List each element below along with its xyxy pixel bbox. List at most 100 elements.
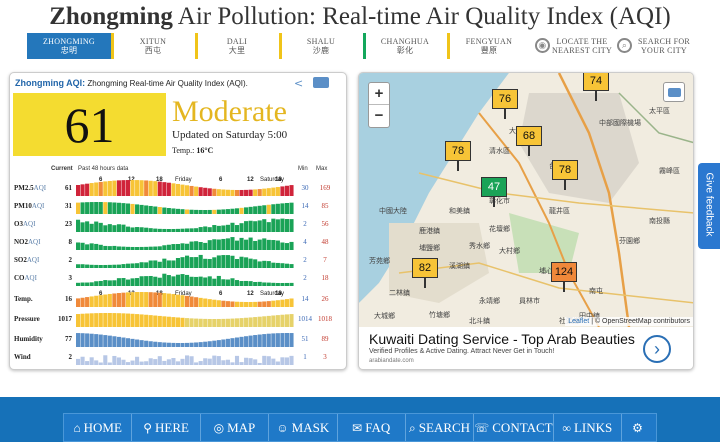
zoom-in-button[interactable]: + xyxy=(369,83,389,105)
city-tab-name: SHALU xyxy=(306,37,336,46)
row-sparkline xyxy=(76,292,294,307)
aqi-marker[interactable]: 47 xyxy=(481,177,507,207)
aqi-marker-value: 82 xyxy=(418,262,432,274)
advertisement[interactable]: Kuwaiti Dating Service - Top Arab Beauti… xyxy=(359,327,693,369)
row-suffix: AQI xyxy=(33,184,47,192)
row-name: CO xyxy=(14,274,25,282)
city-tab-stripe xyxy=(195,33,198,59)
aqi-status-label: Moderate xyxy=(172,95,287,128)
mask-icon: ☺ xyxy=(276,421,289,435)
map-place-label: 田中鎮 xyxy=(579,311,600,320)
nav-faq[interactable]: ✉ FAQ xyxy=(338,414,406,441)
row-sparkline xyxy=(76,202,294,214)
row-min-value: 4 xyxy=(303,238,307,246)
locate-nearest-button-line2: NEAREST CITY xyxy=(551,46,613,55)
ad-title[interactable]: Kuwaiti Dating Service - Top Arab Beauti… xyxy=(369,331,635,347)
city-tab-fengyuan[interactable]: FENGYUAN 豐原 xyxy=(447,33,531,59)
min-header: Min xyxy=(298,166,308,172)
row-suffix: AQI xyxy=(31,202,45,210)
row-name: SO2 xyxy=(14,256,27,264)
aqi-marker[interactable]: 76 xyxy=(492,89,518,119)
map-place-label: 清水區 xyxy=(489,146,510,155)
aqi-marker[interactable]: 82 xyxy=(412,258,438,288)
aqi-marker-value: 47 xyxy=(487,181,501,193)
map-place-label: 南投縣 xyxy=(649,216,670,225)
city-tab-changhua[interactable]: CHANGHUA 彰化 xyxy=(363,33,447,59)
city-tab-dali[interactable]: DALI 大里 xyxy=(195,33,279,59)
map-card[interactable]: 中部國際機場台中南投縣彰化市花壇鄉大村鄉員林市永靖鄉社頭鄉芬園鄉溪湖鎮二林鎮竹塘… xyxy=(358,72,694,370)
nav-here[interactable]: ⚲ HERE xyxy=(132,414,201,441)
share-icon[interactable]: < xyxy=(294,77,304,90)
map-icon: ◎ xyxy=(213,421,225,435)
row-name: O3 xyxy=(14,220,23,228)
row-so2: SO2AQI 2 2 7 xyxy=(10,252,346,268)
aqi-marker-value: 74 xyxy=(589,75,603,87)
city-tab-zhongming[interactable]: ZHONGMING 忠明 xyxy=(27,33,111,59)
time-tick: 6 xyxy=(219,177,223,183)
aqi-marker-value: 78 xyxy=(451,145,465,157)
zoom-out-button[interactable]: − xyxy=(374,107,384,124)
row-max-value: 56 xyxy=(321,220,329,228)
feedback-button[interactable]: Give feedback xyxy=(698,163,720,249)
aqi-marker[interactable]: 78 xyxy=(445,141,471,171)
aqi-marker[interactable]: 78 xyxy=(552,160,578,190)
max-header: Max xyxy=(316,166,328,172)
map-place-label: 溪湖鎮 xyxy=(449,261,470,270)
aqi-marker[interactable]: 74 xyxy=(583,73,609,101)
page-title: Zhongming Air Pollution: Real-time Air Q… xyxy=(0,3,720,31)
nav-label: MAP xyxy=(227,420,256,435)
row-wind: Wind 2 1 3 xyxy=(10,349,346,365)
city-tab-xitun[interactable]: XITUN 西屯 xyxy=(111,33,195,59)
layers-icon[interactable] xyxy=(663,82,685,102)
page-title-city: Zhongming xyxy=(49,3,173,30)
row-min-value: 14 xyxy=(301,295,309,303)
leaflet-link[interactable]: Leaflet xyxy=(568,318,590,325)
row-suffix: AQI xyxy=(26,256,40,264)
city-tab-stripe xyxy=(111,33,114,59)
row-name: Pressure xyxy=(14,315,40,323)
settings-icon: ⚙ xyxy=(632,421,643,435)
map-background[interactable]: 中部國際機場台中南投縣彰化市花壇鄉大村鄉員林市永靖鄉社頭鄉芬園鄉溪湖鎮二林鎮竹塘… xyxy=(359,73,694,327)
city-tab-local-name: 沙鹿 xyxy=(312,46,330,55)
city-tab-shalu[interactable]: SHALU 沙鹿 xyxy=(279,33,363,59)
row-max-value: 7 xyxy=(323,256,327,264)
row-name: Temp. xyxy=(14,295,33,303)
nav-search[interactable]: ⌕ SEARCH xyxy=(406,414,475,441)
search-city-button-line2: YOUR CITY xyxy=(640,46,688,55)
locate-nearest-button[interactable]: ◉ LOCATE THE NEAREST CITY xyxy=(531,33,613,59)
map-attribution: Leaflet | © OpenStreetMap contributors xyxy=(565,317,693,326)
nav-settings[interactable]: ⚙ xyxy=(622,414,656,441)
nav-contact[interactable]: ☏ CONTACT xyxy=(474,414,554,441)
row-max-value: 48 xyxy=(321,238,329,246)
ad-arrow-button[interactable]: › xyxy=(643,335,671,363)
aqi-card-city: Zhongming AQI: xyxy=(15,78,86,88)
row-min-value: 51 xyxy=(301,335,309,343)
nav-links[interactable]: ∞ LINKS xyxy=(554,414,622,441)
map-place-label: 花壇鄉 xyxy=(489,224,510,233)
map-place-label: 和美鎮 xyxy=(449,206,470,215)
row-min-value: 2 xyxy=(303,220,307,228)
row-min-value: 1 xyxy=(303,353,307,361)
time-tick: 18 xyxy=(275,177,282,183)
aqi-marker[interactable]: 124 xyxy=(551,262,577,292)
row-current-value: 3 xyxy=(68,274,73,282)
row-label: Pressure xyxy=(14,315,40,323)
map-place-label: 永靖鄉 xyxy=(479,296,500,305)
aqi-marker-value: 124 xyxy=(554,266,574,278)
row-sparkline xyxy=(76,273,294,286)
city-tab-name: XITUN xyxy=(139,37,167,46)
message-icon[interactable] xyxy=(313,77,329,88)
nav-home[interactable]: ⌂ HOME xyxy=(64,414,133,441)
ad-url[interactable]: arabiandate.com xyxy=(369,358,414,364)
temperature-value: 16°C xyxy=(196,146,214,155)
aqi-marker[interactable]: 68 xyxy=(516,126,542,156)
row-o3: O3AQI 23 2 56 xyxy=(10,216,346,232)
row-sparkline xyxy=(76,355,294,365)
row-max-value: 18 xyxy=(321,274,329,282)
map-place-label: 龍井區 xyxy=(549,206,570,215)
city-tabs-bar: ZHONGMING 忠明 XITUN 西屯 DALI 大里 SHALU 沙鹿 CHANGHUA 彰… xyxy=(27,33,697,59)
nav-map[interactable]: ◎ MAP xyxy=(201,414,270,441)
row-max-value: 169 xyxy=(319,184,331,192)
nav-mask[interactable]: ☺ MASK xyxy=(269,414,338,441)
search-city-button[interactable]: ⌕ SEARCH FOR YOUR CITY xyxy=(613,33,695,59)
